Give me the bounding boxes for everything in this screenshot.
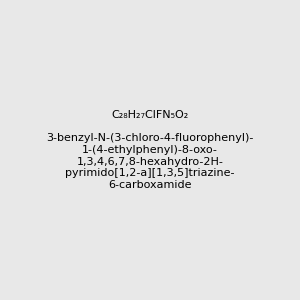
Text: C₂₈H₂₇ClFN₅O₂

3-benzyl-N-(3-chloro-4-fluorophenyl)-
1-(4-ethylphenyl)-8-oxo-
1,: C₂₈H₂₇ClFN₅O₂ 3-benzyl-N-(3-chloro-4-flu… [46,110,254,190]
